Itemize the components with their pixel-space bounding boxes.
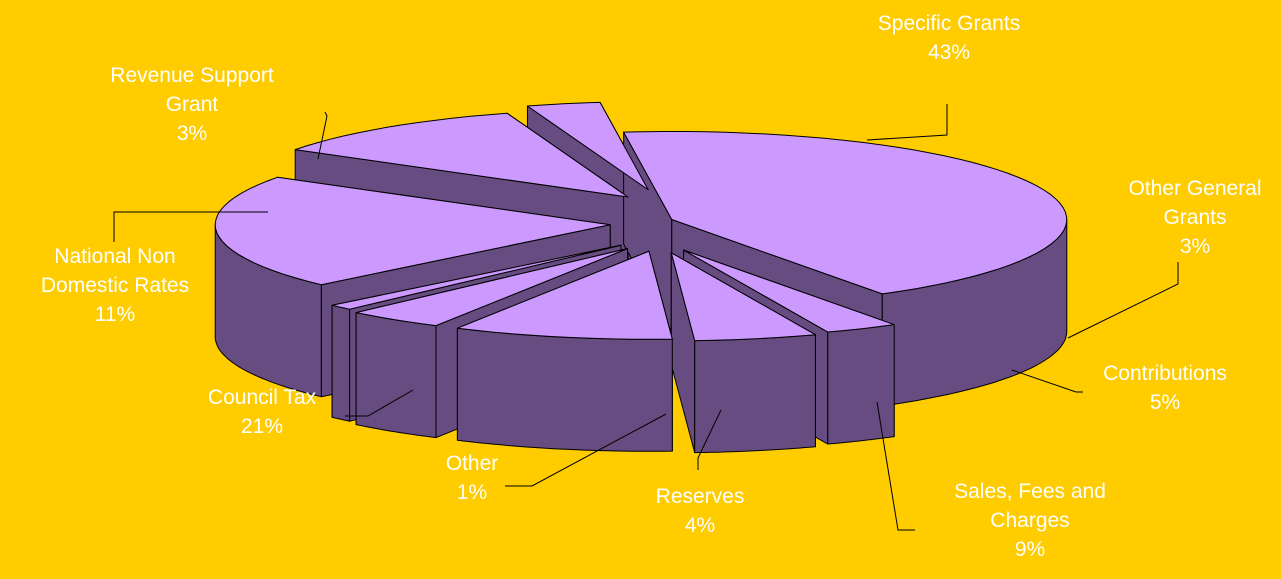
slice-name-other-general-grants-line-1: Grants: [1163, 205, 1227, 229]
slice-value-contributions: 5%: [1149, 390, 1181, 414]
leader-line-contributions: [1011, 369, 1083, 393]
slice-name-revenue-support-grant-line-1: Grant: [165, 92, 219, 116]
leader-line-other: [505, 413, 667, 487]
slice-top-other: [331, 244, 622, 310]
slice-label-specific-grants: Specific Grants 43%: [878, 10, 1020, 68]
slice-value-other: 1%: [456, 480, 488, 504]
slice-name-other-general-grants-line-0: Other General: [1128, 177, 1262, 200]
slice-top-reserves: [355, 248, 629, 327]
slice-side-other: [331, 304, 351, 422]
slice-top-contributions: [670, 252, 816, 342]
slice-side-contributions: [694, 334, 816, 454]
leader-line-sales-fees-and-charges: [876, 401, 915, 531]
slice-name-other-line-0: Other: [445, 452, 499, 475]
slice-name-specific-grants-line-0: Specific Grants: [877, 12, 1021, 35]
slice-value-specific-grants: 43%: [927, 40, 971, 64]
leader-line-national-non-domestic-rates: [113, 211, 268, 242]
slice-top-other-general-grants: [683, 249, 895, 333]
slice-value-council-tax: 21%: [240, 414, 284, 438]
slice-label-other: Other 1%: [446, 450, 499, 508]
leader-line-revenue-support-grant: [317, 111, 328, 160]
leader-line-reserves: [697, 409, 722, 470]
slice-label-national-non-domestic-rates: National Non Domestic Rates 11%: [41, 243, 189, 330]
slice-side-reserves: [355, 312, 437, 439]
slice-value-sales-fees-and-charges: 9%: [1014, 537, 1046, 561]
slice-label-reserves: Reserves 4%: [656, 483, 745, 541]
leader-line-council-tax: [345, 389, 414, 417]
slice-name-council-tax-line-0: Council Tax: [207, 386, 317, 409]
slice-side-sales-fees-and-charges: [456, 327, 673, 452]
slice-top-council-tax: [214, 176, 611, 286]
slice-value-revenue-support-grant: 3%: [176, 121, 208, 145]
slice-name-sales-fees-and-charges-line-0: Sales, Fees and: [954, 480, 1106, 503]
slice-value-reserves: 4%: [684, 513, 716, 537]
slice-value-national-non-domestic-rates: 11%: [94, 302, 136, 326]
slice-name-contributions-line-0: Contributions: [1103, 362, 1227, 385]
slice-label-contributions: Contributions 5%: [1103, 360, 1227, 418]
slice-top-specific-grants: [623, 131, 1068, 295]
slice-name-national-non-domestic-rates-line-0: National Non: [54, 245, 176, 268]
slice-label-other-general-grants: Other General Grants 3%: [1128, 175, 1261, 262]
slice-label-sales-fees-and-charges: Sales, Fees and Charges 9%: [954, 478, 1106, 565]
slice-top-national-non-domestic-rates: [294, 112, 629, 198]
slice-top-revenue-support-grant: [526, 101, 649, 191]
slice-value-other-general-grants: 3%: [1179, 234, 1211, 258]
slice-name-reserves-line-0: Reserves: [655, 485, 745, 508]
leader-line-specific-grants: [866, 104, 948, 141]
slice-side-other-general-grants: [827, 324, 895, 445]
slice-label-revenue-support-grant: Revenue Support Grant 3%: [110, 62, 273, 149]
leader-line-other-general-grants: [1067, 262, 1179, 339]
slice-name-sales-fees-and-charges-line-1: Charges: [990, 508, 1070, 532]
slice-name-revenue-support-grant-line-0: Revenue Support: [110, 64, 274, 87]
slice-name-national-non-domestic-rates-line-1: Domestic Rates: [40, 273, 190, 297]
slice-top-sales-fees-and-charges: [456, 250, 673, 340]
slice-label-council-tax: Council Tax 21%: [208, 384, 316, 442]
